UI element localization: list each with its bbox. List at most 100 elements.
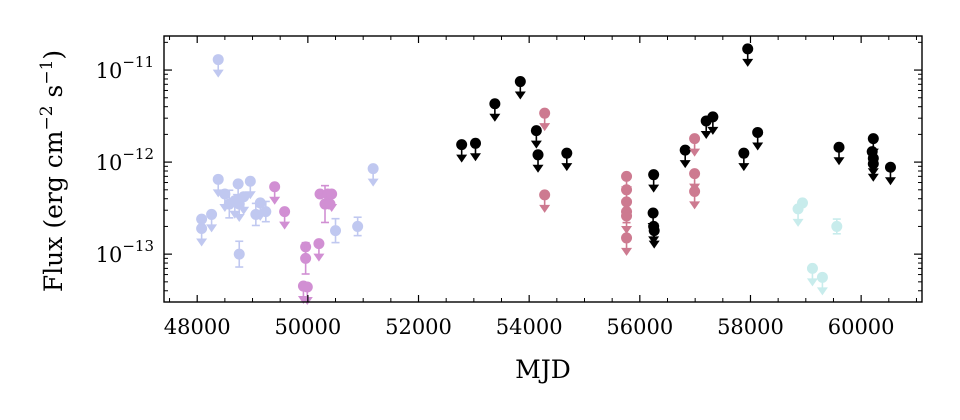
upper-limit-point bbox=[269, 181, 281, 205]
point-marker bbox=[196, 222, 208, 234]
upper-limit-arrow bbox=[806, 278, 818, 287]
upper-limit-point bbox=[752, 126, 764, 151]
upper-limit-arrow bbox=[238, 206, 250, 215]
upper-limit-arrow bbox=[792, 218, 804, 227]
point-marker bbox=[206, 208, 218, 220]
data-point bbox=[223, 189, 235, 219]
upper-limit-arrow bbox=[244, 191, 256, 200]
upper-limit-arrow bbox=[530, 140, 542, 149]
point-marker bbox=[300, 252, 312, 264]
upper-limit-point bbox=[206, 208, 218, 233]
upper-limit-arrow bbox=[326, 204, 338, 213]
upper-limit-arrow bbox=[212, 69, 224, 78]
upper-limit-arrow bbox=[867, 173, 879, 182]
y-axis-label-mid: s bbox=[39, 85, 68, 106]
point-marker bbox=[469, 137, 481, 149]
y-tick-base: 10 bbox=[96, 151, 123, 175]
point-marker bbox=[831, 220, 843, 232]
data-point bbox=[330, 217, 342, 244]
upper-limit-arrow bbox=[884, 177, 896, 186]
upper-limit-point bbox=[539, 189, 551, 213]
point-marker bbox=[330, 225, 342, 237]
upper-limit-point bbox=[514, 76, 526, 100]
y-axis-label-exp2: −1 bbox=[37, 60, 57, 85]
point-marker bbox=[738, 147, 750, 159]
y-tick-label: 10−12 bbox=[96, 145, 154, 175]
upper-limit-arrow bbox=[532, 164, 544, 173]
upper-limit-arrow bbox=[648, 184, 660, 193]
y-axis-label-close: ) bbox=[39, 50, 68, 60]
y-tick-label: 10−13 bbox=[96, 237, 154, 267]
upper-limit-arrow bbox=[313, 253, 325, 262]
x-tick-label: 48000 bbox=[164, 315, 231, 339]
upper-limit-point bbox=[367, 163, 379, 187]
y-tick-exponent: −13 bbox=[122, 237, 154, 255]
upper-limit-arrow bbox=[539, 204, 551, 213]
y-tick-exponent: −12 bbox=[122, 145, 154, 163]
x-axis-label: MJD bbox=[515, 355, 571, 384]
data-points bbox=[196, 43, 896, 305]
upper-limit-arrow bbox=[489, 113, 501, 122]
upper-limit-point bbox=[532, 149, 544, 173]
point-marker bbox=[532, 149, 544, 161]
upper-limit-point bbox=[539, 107, 551, 132]
upper-limit-point bbox=[884, 161, 896, 186]
point-marker bbox=[279, 206, 291, 218]
x-tick-label: 50000 bbox=[274, 315, 341, 339]
upper-limit-arrow bbox=[196, 238, 208, 247]
point-marker bbox=[352, 220, 364, 232]
axis-ticks: 48000 50000 52000 54000 56000 58000 6000010−11… bbox=[96, 36, 922, 339]
point-marker bbox=[301, 281, 313, 293]
point-marker bbox=[514, 76, 526, 88]
upper-limit-arrow bbox=[621, 247, 633, 256]
y-axis-label-text: Flux (erg cm bbox=[39, 130, 68, 292]
upper-limit-arrow bbox=[707, 126, 719, 135]
point-marker bbox=[867, 133, 879, 145]
point-marker bbox=[489, 98, 501, 110]
upper-limit-arrow bbox=[621, 225, 633, 234]
point-marker bbox=[689, 185, 701, 197]
upper-limit-arrow bbox=[679, 160, 691, 169]
upper-limit-arrow bbox=[269, 196, 281, 205]
x-tick-label: 52000 bbox=[385, 315, 452, 339]
point-marker bbox=[752, 126, 764, 138]
y-tick-base: 10 bbox=[96, 243, 123, 267]
point-marker bbox=[884, 161, 896, 173]
point-marker bbox=[254, 197, 266, 209]
upper-limit-arrow bbox=[833, 157, 845, 166]
data-point bbox=[314, 188, 326, 200]
upper-limit-arrow bbox=[689, 201, 701, 210]
point-marker bbox=[806, 262, 818, 274]
upper-limit-point bbox=[313, 238, 325, 262]
upper-limit-arrow bbox=[539, 123, 551, 132]
upper-limit-arrow bbox=[738, 163, 750, 172]
upper-limit-arrow bbox=[367, 178, 379, 187]
plot-frame bbox=[163, 35, 923, 303]
upper-limit-arrow bbox=[700, 130, 712, 139]
point-marker bbox=[707, 111, 719, 123]
point-marker bbox=[260, 206, 272, 218]
upper-limit-arrow bbox=[206, 224, 218, 233]
upper-limit-point bbox=[530, 125, 542, 149]
upper-limit-point bbox=[806, 262, 818, 287]
upper-limit-point bbox=[648, 225, 660, 249]
upper-limit-point bbox=[648, 169, 660, 193]
upper-limit-arrow bbox=[456, 154, 468, 163]
point-marker bbox=[326, 188, 338, 200]
point-marker bbox=[648, 169, 660, 181]
upper-limit-point bbox=[232, 178, 244, 202]
point-marker bbox=[232, 178, 244, 190]
point-marker bbox=[212, 173, 224, 185]
point-marker bbox=[539, 189, 551, 201]
point-marker bbox=[367, 163, 379, 175]
y-tick-exponent: −11 bbox=[122, 53, 154, 71]
y-tick-label: 10−11 bbox=[96, 53, 154, 83]
point-marker bbox=[679, 144, 691, 156]
upper-limit-arrow bbox=[752, 142, 764, 151]
upper-limit-point bbox=[738, 147, 750, 172]
data-point bbox=[352, 216, 364, 237]
y-axis-label: Flux (erg cm−2 s−1) bbox=[37, 50, 68, 292]
upper-limit-point bbox=[326, 188, 338, 213]
point-marker bbox=[621, 232, 633, 244]
